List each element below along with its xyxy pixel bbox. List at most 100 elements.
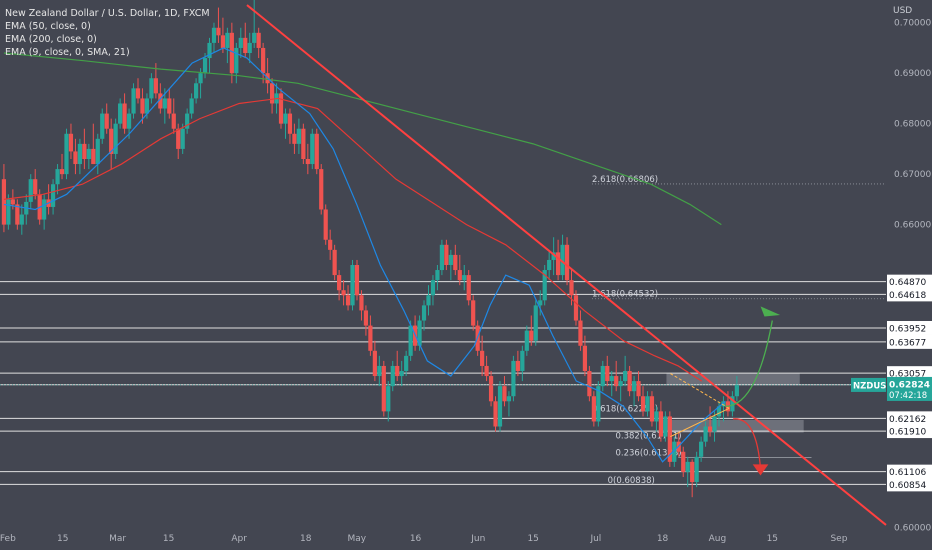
candle-body [345, 295, 351, 306]
candle-body [372, 350, 377, 377]
x-tick-label: 15 [57, 534, 68, 544]
candle-body [636, 381, 641, 397]
candle-body [28, 179, 33, 202]
fib-label: 0(0.60838) [608, 476, 655, 486]
candle-body [243, 37, 248, 53]
candle-body [91, 148, 96, 165]
x-tick-label: 18 [300, 534, 312, 544]
candle-body [104, 113, 109, 129]
level-tag [887, 287, 932, 302]
x-tick-label: Apr [231, 534, 247, 544]
candle-body [520, 350, 525, 371]
wedge-lower [670, 407, 730, 438]
candle-body [189, 98, 194, 114]
candle-body [310, 133, 315, 165]
candle-body [167, 98, 172, 114]
candle-body [225, 32, 230, 48]
candle-body [193, 83, 199, 99]
candle-body [587, 371, 592, 397]
candle-body [247, 42, 252, 53]
candle-body [605, 365, 610, 382]
candle-body [238, 37, 243, 48]
candle-body [278, 93, 284, 124]
candle-body [59, 169, 65, 175]
price-tag-label: 0.62824 [889, 380, 930, 390]
candle-body [10, 199, 15, 205]
level-tag [887, 320, 932, 335]
candle-body [390, 365, 395, 387]
candle-body [439, 244, 445, 271]
x-tick-label: Feb [0, 534, 16, 544]
y-tick-label: 0.68000 [894, 120, 931, 130]
candle-body [471, 300, 476, 326]
level-tag-label: 0.63677 [889, 338, 926, 348]
y-tick-label: 0.70000 [894, 19, 931, 29]
candle-body [256, 32, 261, 48]
candle-body [707, 426, 713, 432]
level-tag-label: 0.61106 [889, 468, 926, 478]
candle-body [328, 239, 333, 250]
candle-body [118, 103, 123, 124]
candle-body [699, 441, 704, 457]
candle-body [716, 406, 722, 417]
candle-body [185, 113, 190, 129]
candle-body [448, 254, 453, 265]
candle-body [131, 88, 136, 114]
candle-body [623, 371, 628, 382]
candle-body [453, 254, 458, 271]
candle-body [533, 305, 538, 341]
x-tick-label: 16 [410, 534, 422, 544]
candle-body [140, 98, 145, 114]
candle-body [82, 143, 87, 159]
price-tag [887, 376, 932, 401]
candle-body [426, 295, 431, 306]
candle-body [252, 32, 257, 43]
candle-body [596, 386, 601, 422]
candle-body [480, 350, 485, 366]
level-tag-label: 0.63952 [889, 324, 926, 334]
candle-body [153, 78, 158, 94]
candle-body [220, 35, 226, 48]
candle-body [493, 401, 498, 427]
x-tick-label: Jul [589, 534, 601, 544]
x-tick-label: Jun [470, 534, 485, 544]
x-tick-label: 15 [163, 534, 174, 544]
candle-body [73, 151, 78, 165]
candle-body [658, 411, 663, 437]
candle-body [269, 83, 275, 104]
y-tick-label: 0.67000 [894, 170, 931, 180]
fib-label: 0.618(0.62258) [592, 405, 658, 415]
zone-box [666, 373, 800, 386]
candle-body [685, 461, 690, 472]
candle-body [712, 416, 717, 432]
candle-body [202, 58, 208, 74]
candle-body [386, 386, 391, 412]
candle-body [122, 103, 127, 129]
candle-body [466, 275, 471, 301]
level-tag-label: 0.64618 [889, 291, 926, 301]
candle-body [663, 416, 668, 437]
level-tag [887, 464, 932, 479]
candle-body [734, 385, 739, 397]
level-tag [887, 334, 932, 349]
candle-body [551, 252, 556, 260]
x-tick-label: Mar [109, 534, 126, 544]
level-tag-label: 0.60854 [889, 481, 926, 491]
legend-ema200: EMA (200, close, 0) [5, 34, 97, 45]
candle-body [149, 78, 154, 99]
candle-body [229, 32, 234, 74]
arrow-down-head [752, 464, 769, 476]
symbol-tag-label: NZDUSD [853, 381, 893, 391]
candle-body [399, 371, 404, 377]
candle-body [77, 143, 82, 165]
candle-body [569, 280, 574, 296]
fib-label: 0.236(0.61388) [615, 448, 681, 458]
candle-body [667, 416, 672, 462]
candle-body [395, 365, 400, 377]
x-tick-label: 15 [767, 534, 778, 544]
ema9-line [3, 47, 726, 463]
candle-body [350, 265, 355, 306]
